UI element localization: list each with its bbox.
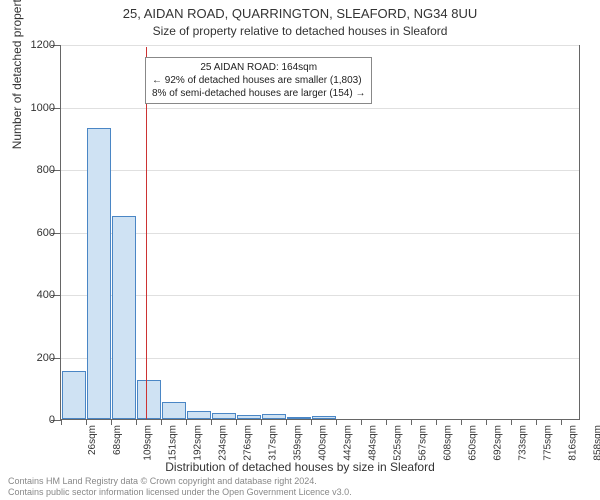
gridline (61, 358, 579, 359)
footer-line-2: Contains public sector information licen… (8, 487, 352, 498)
x-tick-label: 608sqm (443, 425, 454, 461)
x-tick-label: 359sqm (293, 425, 304, 461)
x-tick (411, 419, 412, 425)
histogram-bar (87, 128, 111, 419)
y-tick-label: 600 (15, 227, 55, 239)
x-tick (536, 419, 537, 425)
x-tick (161, 419, 162, 425)
x-tick (186, 419, 187, 425)
y-tick-label: 800 (15, 164, 55, 176)
x-tick-label: 192sqm (193, 425, 204, 461)
x-tick-label: 276sqm (243, 425, 254, 461)
footer-text: Contains HM Land Registry data © Crown c… (8, 476, 352, 498)
x-tick-label: 234sqm (218, 425, 229, 461)
chart-title-sub: Size of property relative to detached ho… (0, 24, 600, 38)
histogram-bar (237, 415, 261, 419)
x-tick-label: 858sqm (593, 425, 600, 461)
x-tick-label: 484sqm (368, 425, 379, 461)
x-tick (511, 419, 512, 425)
x-tick (261, 419, 262, 425)
histogram-bar (62, 371, 86, 419)
gridline (61, 108, 579, 109)
x-tick (136, 419, 137, 425)
histogram-bar (162, 402, 186, 419)
x-tick-label: 816sqm (568, 425, 579, 461)
annotation-line: 25 AIDAN ROAD: 164sqm (152, 61, 365, 74)
x-tick (461, 419, 462, 425)
x-tick (111, 419, 112, 425)
x-tick (436, 419, 437, 425)
annotation-line: 8% of semi-detached houses are larger (1… (152, 87, 365, 100)
y-tick-label: 200 (15, 352, 55, 364)
x-tick (286, 419, 287, 425)
x-tick-label: 775sqm (543, 425, 554, 461)
x-tick (236, 419, 237, 425)
gridline (61, 170, 579, 171)
x-tick (486, 419, 487, 425)
histogram-bar (262, 414, 286, 419)
histogram-bar (212, 413, 236, 419)
x-tick-label: 442sqm (343, 425, 354, 461)
x-tick (211, 419, 212, 425)
x-tick-label: 400sqm (318, 425, 329, 461)
x-tick (361, 419, 362, 425)
histogram-bar (112, 216, 136, 419)
x-tick (561, 419, 562, 425)
annotation-line: ← 92% of detached houses are smaller (1,… (152, 74, 365, 87)
x-tick (336, 419, 337, 425)
footer-line-1: Contains HM Land Registry data © Crown c… (8, 476, 352, 487)
x-tick-label: 151sqm (168, 425, 179, 461)
x-tick (86, 419, 87, 425)
x-tick-label: 692sqm (493, 425, 504, 461)
y-tick-label: 400 (15, 289, 55, 301)
x-tick-label: 68sqm (112, 425, 123, 455)
x-tick-label: 525sqm (393, 425, 404, 461)
chart-title-main: 25, AIDAN ROAD, QUARRINGTON, SLEAFORD, N… (0, 6, 600, 21)
x-tick (386, 419, 387, 425)
x-tick-label: 733sqm (518, 425, 529, 461)
gridline (61, 295, 579, 296)
chart-container: 25, AIDAN ROAD, QUARRINGTON, SLEAFORD, N… (0, 0, 600, 500)
gridline (61, 233, 579, 234)
histogram-bar (287, 417, 311, 420)
x-tick-label: 109sqm (143, 425, 154, 461)
y-tick-label: 0 (15, 414, 55, 426)
histogram-bar (187, 411, 211, 419)
y-tick-label: 1000 (15, 102, 55, 114)
x-tick-label: 317sqm (268, 425, 279, 461)
y-tick-label: 1200 (15, 39, 55, 51)
x-tick (311, 419, 312, 425)
x-axis-label: Distribution of detached houses by size … (0, 460, 600, 474)
x-tick-label: 26sqm (87, 425, 98, 455)
histogram-bar (312, 416, 336, 419)
x-tick-label: 650sqm (468, 425, 479, 461)
x-tick (61, 419, 62, 425)
y-axis-label: Number of detached properties (10, 0, 24, 149)
histogram-bar (137, 380, 161, 419)
gridline (61, 45, 579, 46)
annotation-box: 25 AIDAN ROAD: 164sqm← 92% of detached h… (145, 57, 372, 104)
x-tick-label: 567sqm (418, 425, 429, 461)
plot-area: 26sqm68sqm109sqm151sqm192sqm234sqm276sqm… (60, 45, 580, 420)
